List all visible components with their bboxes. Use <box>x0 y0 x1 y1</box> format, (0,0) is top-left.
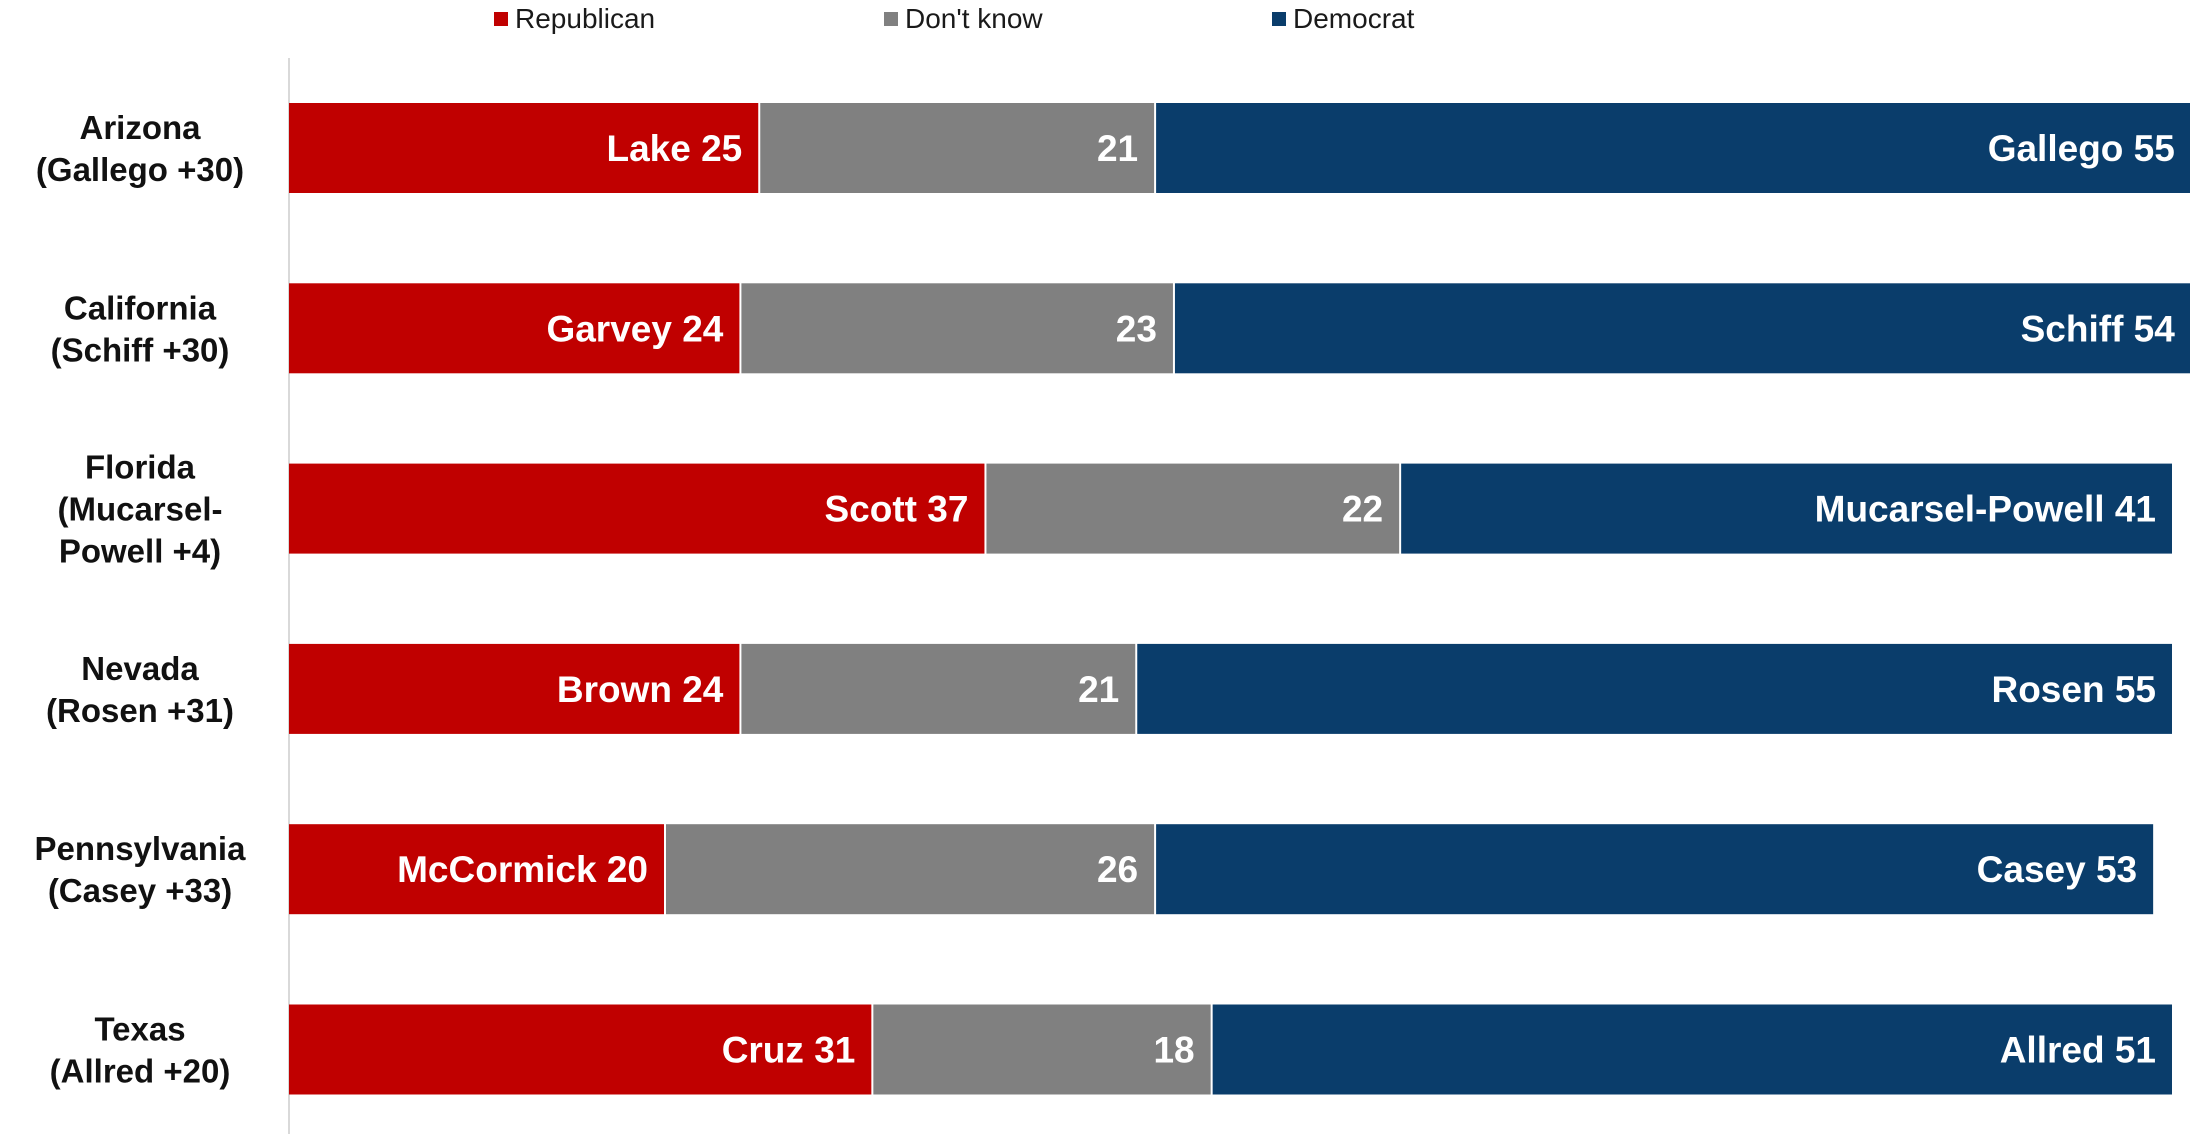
category-label: (Mucarsel- <box>57 491 222 528</box>
category-label: (Rosen +31) <box>46 692 234 729</box>
data-label: 21 <box>1078 669 1119 710</box>
bar-segment <box>1212 1004 2172 1095</box>
data-label: Mucarsel-Powell 41 <box>1815 489 2156 530</box>
legend-label-1: Don't know <box>905 3 1043 34</box>
bar-segment <box>1401 463 2172 554</box>
category-label: Powell +4) <box>59 533 221 570</box>
category-label: California <box>64 289 217 326</box>
bar-segment <box>289 283 740 374</box>
bar-segment <box>289 463 985 554</box>
category-labels: Arizona (Gallego +30) California (Schiff +3… <box>35 109 247 1090</box>
data-label: Scott 37 <box>825 489 969 530</box>
data-label: Allred 51 <box>2000 1030 2156 1071</box>
category-label: (Schiff +30) <box>51 331 230 368</box>
data-label: Casey 53 <box>1977 849 2137 890</box>
bar-segment <box>1156 824 2154 915</box>
legend-swatch-0 <box>494 12 508 26</box>
data-label: Brown 24 <box>557 669 724 710</box>
data-label: Cruz 31 <box>722 1030 856 1071</box>
category-label: Pennsylvania <box>35 830 247 867</box>
bar-segment <box>741 643 1136 734</box>
bar-segment <box>289 824 664 915</box>
bar-segment <box>1174 283 2190 374</box>
category-label: (Gallego +30) <box>36 151 244 188</box>
bar-segment <box>741 283 1173 374</box>
data-label: Schiff 54 <box>2021 308 2176 349</box>
bar-segment <box>289 643 740 734</box>
category-label: Florida <box>85 449 196 486</box>
data-label: 26 <box>1097 849 1138 890</box>
bars <box>289 103 2190 1095</box>
data-label: Garvey 24 <box>546 308 723 349</box>
data-label: Lake 25 <box>606 128 742 169</box>
bar-segment <box>1137 643 2172 734</box>
data-label: 22 <box>1342 489 1383 530</box>
bar-labels: Lake 25 21 Gallego 55 Garvey 24 23 Schiff 54 S… <box>397 128 2175 1071</box>
data-label: 18 <box>1153 1030 1194 1071</box>
category-label: (Allred +20) <box>50 1053 231 1090</box>
data-label: Gallego 55 <box>1988 128 2175 169</box>
category-label: Texas <box>94 1011 185 1048</box>
data-label: McCormick 20 <box>397 849 648 890</box>
category-label: (Casey +33) <box>48 872 232 909</box>
data-label: Rosen 55 <box>1991 669 2156 710</box>
category-label: Nevada <box>81 650 199 687</box>
legend-swatch-1 <box>884 12 898 26</box>
legend: Republican Don't know Democrat <box>494 3 1415 34</box>
category-label: Arizona <box>79 109 201 146</box>
bar-segment <box>873 1004 1211 1095</box>
bar-segment <box>760 103 1155 193</box>
bar-segment <box>289 1004 872 1095</box>
bar-segment <box>666 824 1155 915</box>
bar-segment <box>289 103 759 193</box>
data-label: 23 <box>1116 308 1157 349</box>
legend-label-2: Democrat <box>1293 3 1415 34</box>
legend-swatch-2 <box>1272 12 1286 26</box>
legend-label-0: Republican <box>515 3 655 34</box>
data-label: 21 <box>1097 128 1138 169</box>
bar-segment <box>1156 103 2190 193</box>
bar-segment <box>986 463 1400 554</box>
